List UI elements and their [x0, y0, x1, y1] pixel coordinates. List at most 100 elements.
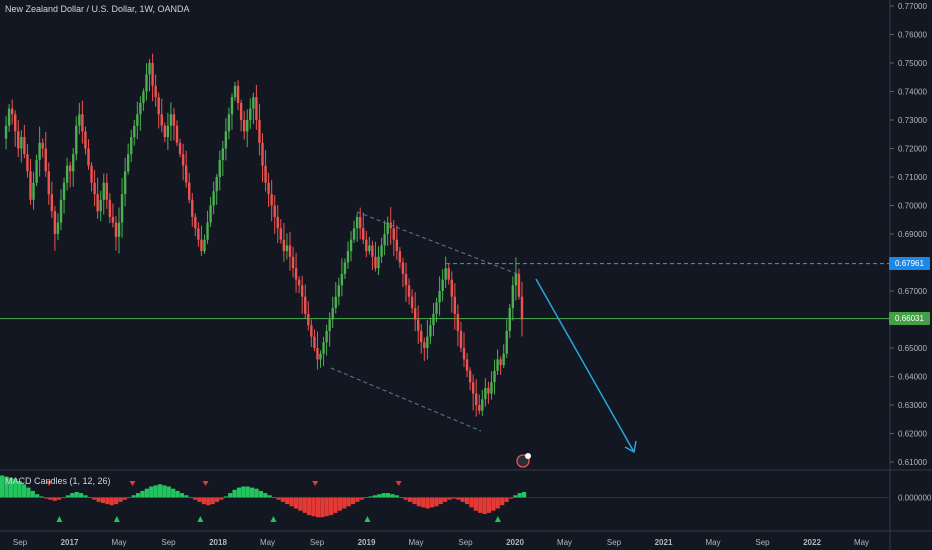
candle-body	[417, 319, 420, 331]
candle-up	[233, 81, 237, 102]
candle-body	[184, 165, 188, 183]
candle-body	[493, 370, 496, 383]
candle-body	[175, 125, 179, 143]
macd-bar-positive	[13, 478, 18, 498]
candle-body	[23, 137, 26, 155]
candle-up	[145, 63, 148, 101]
candle-body	[346, 251, 350, 263]
macd-bar-negative	[469, 497, 474, 508]
candle-up	[355, 213, 359, 242]
macd-bar-positive	[144, 488, 149, 498]
price-badge-current: 0.66031	[889, 312, 930, 326]
candle-down	[304, 284, 307, 319]
candle-down	[68, 161, 72, 188]
macd-bar-negative	[201, 497, 206, 505]
candle-body	[365, 239, 368, 252]
candle-up	[505, 319, 508, 358]
macd-bar-positive	[223, 496, 228, 498]
candle-up	[383, 220, 386, 256]
candle-down	[276, 204, 279, 243]
macd-bar-positive	[522, 492, 527, 498]
candle-down	[447, 264, 450, 285]
candle-up	[32, 171, 35, 210]
y-tick-label: 0.62000	[898, 430, 927, 439]
macd-bar-negative	[407, 497, 413, 502]
channel-upper-line	[356, 211, 521, 276]
candle-body	[242, 120, 246, 132]
price-badge-resistance: 0.67961	[889, 257, 930, 271]
x-tick-label: Sep	[458, 538, 473, 547]
candle-body	[41, 142, 44, 149]
y-tick-label: 0.70000	[898, 202, 927, 211]
candle-body	[340, 273, 344, 286]
macd-bar-positive	[149, 486, 154, 498]
candle-body	[227, 114, 231, 132]
candle-down	[453, 283, 457, 330]
candle-body	[395, 239, 399, 252]
candle-body	[441, 279, 444, 291]
candle-body	[261, 142, 264, 166]
candle-body	[142, 91, 145, 103]
candle-body	[14, 114, 17, 132]
candle-body	[169, 114, 173, 126]
candle-body	[117, 222, 121, 237]
candle-body	[447, 268, 450, 280]
candle-body	[420, 330, 423, 343]
candle-body	[56, 222, 60, 234]
candle-up	[139, 96, 142, 131]
candle-body	[123, 171, 127, 195]
candle-body	[93, 182, 96, 195]
macd-bar-positive	[372, 495, 378, 498]
macd-bar-positive	[232, 489, 237, 498]
macd-bar-positive	[267, 495, 272, 498]
candle-body	[50, 194, 54, 212]
macd-bar-positive	[171, 488, 176, 498]
candle-down	[154, 74, 157, 107]
macd-bar-positive	[166, 486, 171, 498]
candle-up	[490, 371, 493, 400]
candle-body	[72, 154, 75, 172]
macd-bar-positive	[381, 493, 386, 498]
candle-down	[392, 220, 395, 257]
candle-down	[413, 292, 417, 332]
macd-bar-negative	[429, 497, 435, 508]
macd-bar-negative	[302, 497, 307, 513]
candle-body	[206, 222, 209, 240]
candle-down	[267, 172, 270, 207]
candle-body	[383, 234, 386, 246]
candle-body	[520, 296, 524, 320]
candle-body	[188, 182, 191, 200]
macd-bar-negative	[52, 497, 57, 501]
candle-body	[166, 125, 170, 138]
candle-up	[484, 378, 487, 407]
candle-down	[200, 225, 203, 256]
macd-bar-positive	[39, 496, 44, 498]
candle-down	[181, 143, 185, 181]
macd-bar-negative	[355, 497, 360, 502]
candle-body	[194, 216, 197, 229]
candle-down	[178, 138, 182, 158]
candle-body	[209, 205, 212, 223]
candle-up	[380, 237, 383, 263]
candle-body	[404, 273, 408, 286]
macd-bar-negative	[197, 497, 202, 502]
candle-body	[282, 239, 286, 252]
candle-up	[230, 93, 234, 130]
candle-down	[151, 53, 154, 102]
macd-bar-negative	[320, 497, 325, 518]
candle-body	[331, 308, 334, 320]
candle-down	[50, 181, 54, 219]
candle-body	[319, 353, 322, 360]
candle-up	[331, 296, 334, 328]
candle-body	[32, 182, 35, 200]
candle-down	[242, 110, 246, 140]
macd-bar-negative	[342, 497, 347, 509]
candle-down	[417, 305, 420, 344]
macd-bar-negative	[464, 497, 470, 505]
candle-up	[59, 189, 63, 231]
candle-body	[511, 285, 515, 309]
candle-down	[188, 172, 191, 204]
candle-down	[175, 120, 179, 147]
candle-body	[285, 245, 289, 252]
